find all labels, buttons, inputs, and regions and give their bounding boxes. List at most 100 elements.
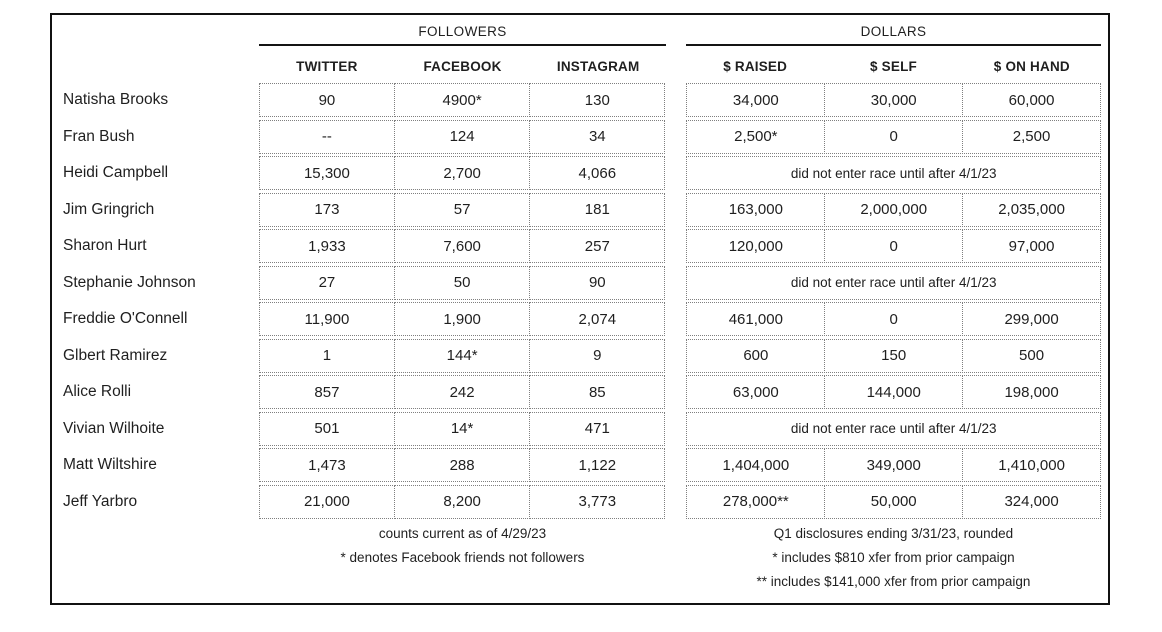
followers-footnote-line: counts current as of 4/29/23 xyxy=(378,526,547,541)
dollars-cells: did not enter race until after 4/1/23 xyxy=(686,265,1101,300)
table-row: Vivian Wilhoite 501 14* 471 did not ente… xyxy=(63,411,1101,446)
facebook-cell: 288 xyxy=(394,448,531,482)
candidate-name: Sharon Hurt xyxy=(63,237,147,254)
followers-cells: 15,300 2,700 4,066 xyxy=(258,156,666,190)
did-not-enter-note: did not enter race until after 4/1/23 xyxy=(686,265,1101,300)
followers-cells: 21,000 8,200 3,773 xyxy=(258,484,666,519)
self-cell: 50,000 xyxy=(824,484,964,519)
followers-cells: 27 50 90 xyxy=(258,265,666,300)
raised-cell: 2,500* xyxy=(686,119,826,154)
dollars-cells: 2,500* 0 2,500 xyxy=(686,119,1101,154)
raised-cell: 278,000** xyxy=(686,484,826,519)
column-header-self: $ SELF xyxy=(870,59,917,74)
dollars-cells: did not enter race until after 4/1/23 xyxy=(686,411,1101,446)
facebook-cell: 242 xyxy=(394,375,531,409)
table-row: Glbert Ramirez 1 144* 9 600 150 500 xyxy=(63,338,1101,373)
candidate-name: Natisha Brooks xyxy=(63,91,169,108)
candidate-name: Jim Gringrich xyxy=(63,200,155,218)
facebook-cell: 14* xyxy=(394,411,531,446)
followers-cells: 11,900 1,900 2,074 xyxy=(258,302,666,336)
candidate-stats-table: FOLLOWERS DOLLARS TWITTER FACEBOOK INSTA… xyxy=(50,13,1110,605)
raised-cell: 34,000 xyxy=(686,83,826,117)
on-hand-cell: 1,410,000 xyxy=(962,448,1101,482)
dollars-cells: 63,000 144,000 198,000 xyxy=(686,375,1101,409)
table-row: Alice Rolli 857 242 85 63,000 144,000 19… xyxy=(63,375,1101,409)
facebook-cell: 1,900 xyxy=(394,302,531,336)
on-hand-cell: 324,000 xyxy=(962,484,1101,519)
column-header-twitter: TWITTER xyxy=(296,59,358,74)
dollars-column-headers: $ RAISED $ SELF $ ON HAND xyxy=(686,59,1101,74)
did-not-enter-note: did not enter race until after 4/1/23 xyxy=(686,411,1101,446)
twitter-cell: 173 xyxy=(258,192,396,227)
instagram-cell: 2,074 xyxy=(529,302,666,336)
column-header-on-hand: $ ON HAND xyxy=(993,59,1070,74)
on-hand-cell: 2,500 xyxy=(962,119,1101,154)
instagram-cell: 34 xyxy=(529,119,666,154)
dollars-cells: did not enter race until after 4/1/23 xyxy=(686,156,1101,190)
dollars-cells: 1,404,000 349,000 1,410,000 xyxy=(686,448,1101,482)
column-header-instagram: INSTAGRAM xyxy=(556,59,640,74)
dollars-cells: 461,000 0 299,000 xyxy=(686,302,1101,336)
instagram-cell: 3,773 xyxy=(529,484,666,519)
instagram-cell: 257 xyxy=(529,229,666,263)
candidate-name: Alice Rolli xyxy=(63,383,132,400)
followers-cells: 1 144* 9 xyxy=(258,338,666,373)
instagram-cell: 90 xyxy=(529,265,666,300)
facebook-cell: 50 xyxy=(394,265,531,300)
followers-cells: 1,933 7,600 257 xyxy=(258,229,666,263)
table-row: Jeff Yarbro 21,000 8,200 3,773 278,000**… xyxy=(63,484,1101,519)
self-cell: 30,000 xyxy=(824,83,964,117)
facebook-cell: 2,700 xyxy=(394,156,531,190)
on-hand-cell: 500 xyxy=(962,338,1101,373)
self-cell: 0 xyxy=(824,229,964,263)
dollars-cells: 34,000 30,000 60,000 xyxy=(686,83,1101,117)
followers-group-header: FOLLOWERS xyxy=(259,24,666,46)
table-row: Jim Gringrich 173 57 181 163,000 2,000,0… xyxy=(63,192,1101,227)
raised-cell: 1,404,000 xyxy=(686,448,826,482)
twitter-cell: 90 xyxy=(258,83,396,117)
followers-footnotes: counts current as of 4/29/23 * denotes F… xyxy=(259,522,666,570)
dollars-cells: 600 150 500 xyxy=(686,338,1101,373)
self-cell: 0 xyxy=(824,119,964,154)
dollars-footnote-line: * includes $810 xfer from prior campaign xyxy=(772,550,1015,565)
facebook-cell: 8,200 xyxy=(394,484,531,519)
dollars-cells: 278,000** 50,000 324,000 xyxy=(686,484,1101,519)
twitter-cell: 1 xyxy=(258,338,396,373)
table-row: Heidi Campbell 15,300 2,700 4,066 did no… xyxy=(63,156,1101,190)
table-rows: Natisha Brooks 90 4900* 130 34,000 30,00… xyxy=(63,83,1101,521)
table-row: Stephanie Johnson 27 50 90 did not enter… xyxy=(63,265,1101,300)
followers-column-headers: TWITTER FACEBOOK INSTAGRAM xyxy=(259,59,666,74)
instagram-cell: 85 xyxy=(529,375,666,409)
twitter-cell: 21,000 xyxy=(258,484,396,519)
on-hand-cell: 60,000 xyxy=(962,83,1101,117)
dollars-footnotes: Q1 disclosures ending 3/31/23, rounded *… xyxy=(686,522,1101,594)
twitter-cell: 15,300 xyxy=(258,156,396,190)
table-row: Freddie O'Connell 11,900 1,900 2,074 461… xyxy=(63,302,1101,336)
instagram-cell: 181 xyxy=(529,192,666,227)
followers-cells: 857 242 85 xyxy=(258,375,666,409)
instagram-cell: 9 xyxy=(529,338,666,373)
followers-cells: 1,473 288 1,122 xyxy=(258,448,666,482)
raised-cell: 120,000 xyxy=(686,229,826,263)
candidate-name: Jeff Yarbro xyxy=(63,492,138,510)
twitter-cell: 11,900 xyxy=(258,302,396,336)
raised-cell: 461,000 xyxy=(686,302,826,336)
self-cell: 150 xyxy=(824,338,964,373)
twitter-cell: 27 xyxy=(258,265,396,300)
twitter-cell: 501 xyxy=(258,411,396,446)
facebook-cell: 7,600 xyxy=(394,229,531,263)
twitter-cell: 1,473 xyxy=(258,448,396,482)
instagram-cell: 471 xyxy=(529,411,666,446)
dollars-group-header: DOLLARS xyxy=(686,24,1101,46)
facebook-cell: 4900* xyxy=(394,83,531,117)
followers-footnote-line: * denotes Facebook friends not followers xyxy=(340,550,585,565)
on-hand-cell: 299,000 xyxy=(962,302,1101,336)
candidate-name: Heidi Campbell xyxy=(63,164,169,181)
table-row: Natisha Brooks 90 4900* 130 34,000 30,00… xyxy=(63,83,1101,117)
candidate-name: Matt Wiltshire xyxy=(63,456,157,473)
instagram-cell: 1,122 xyxy=(529,448,666,482)
raised-cell: 600 xyxy=(686,338,826,373)
twitter-cell: 857 xyxy=(258,375,396,409)
on-hand-cell: 2,035,000 xyxy=(962,192,1101,227)
on-hand-cell: 198,000 xyxy=(962,375,1101,409)
